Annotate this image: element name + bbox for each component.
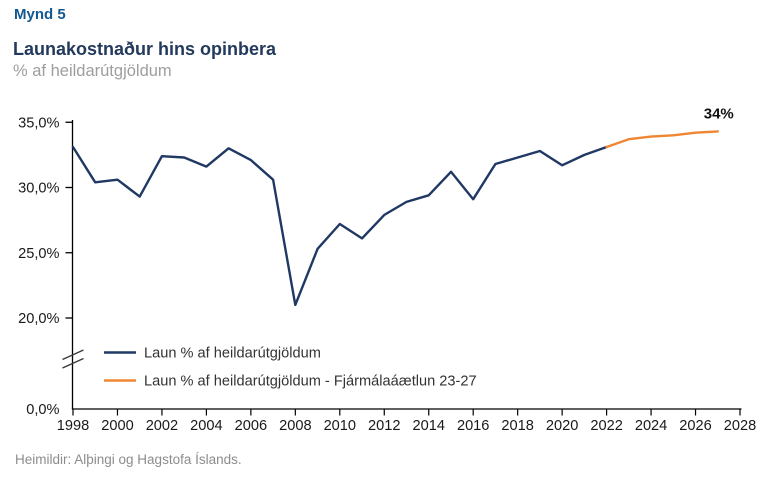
x-tick-label: 2018 bbox=[501, 418, 533, 434]
y-tick-label: 25,0% bbox=[18, 246, 59, 262]
y-tick-label: 20,0% bbox=[18, 311, 59, 327]
x-tick-label: 2006 bbox=[235, 418, 267, 434]
x-tick-label: 2004 bbox=[190, 418, 222, 434]
x-tick-label: 2014 bbox=[412, 418, 444, 434]
chart-title: Launakostnaður hins opinbera bbox=[13, 39, 277, 59]
axis-break-icon bbox=[62, 349, 84, 361]
x-tick-label: 2002 bbox=[146, 418, 178, 434]
x-tick-label: 2024 bbox=[635, 418, 667, 434]
legend-label: Laun % af heildarútgjöldum - Fjármálaáæt… bbox=[144, 374, 477, 390]
x-tick-label: 2016 bbox=[457, 418, 489, 434]
x-tick-label: 2010 bbox=[324, 418, 356, 434]
legend-label: Laun % af heildarútgjöldum bbox=[144, 346, 321, 362]
x-tick-label: 2026 bbox=[679, 418, 711, 434]
x-tick-label: 2008 bbox=[279, 418, 311, 434]
y-tick-label: 30,0% bbox=[18, 181, 59, 197]
source-note: Heimildir: Alþingi og Hagstofa Íslands. bbox=[15, 452, 242, 467]
x-tick-label: 2022 bbox=[590, 418, 622, 434]
x-tick-label: 2028 bbox=[724, 418, 756, 434]
figure-label: Mynd 5 bbox=[14, 6, 66, 23]
x-tick-label: 1998 bbox=[57, 418, 89, 434]
y-tick-label: 35,0% bbox=[18, 115, 59, 131]
series-line-actual bbox=[71, 145, 608, 307]
series-line-plan bbox=[605, 130, 719, 149]
x-tick-label: 2012 bbox=[368, 418, 400, 434]
axis-break-icon bbox=[62, 357, 84, 369]
y-tick-label: 0,0% bbox=[26, 402, 59, 418]
end-value-label: 34% bbox=[704, 105, 734, 122]
x-tick-label: 2000 bbox=[101, 418, 133, 434]
x-tick-label: 2020 bbox=[546, 418, 578, 434]
chart-subtitle: % af heildarútgjöldum bbox=[13, 62, 172, 80]
